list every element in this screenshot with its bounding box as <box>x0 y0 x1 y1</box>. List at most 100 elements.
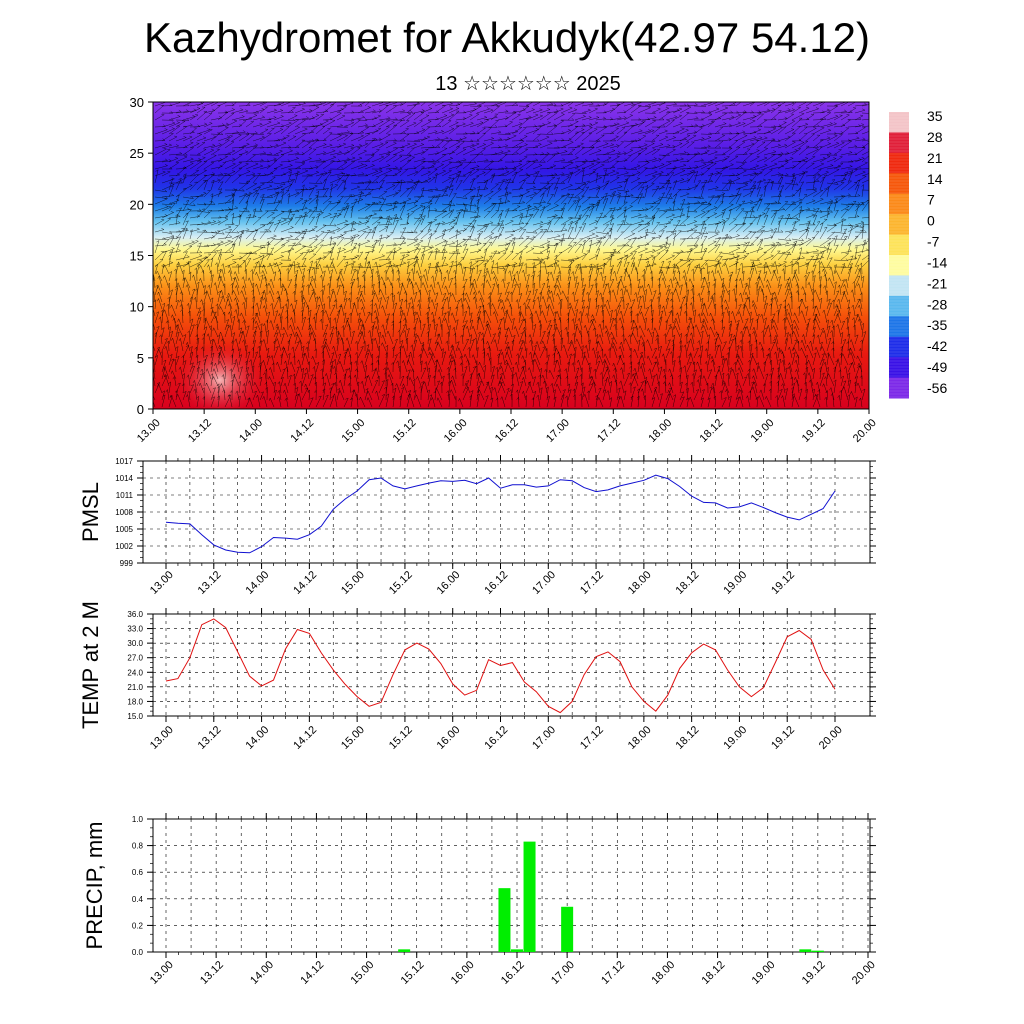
colorbar-swatch <box>889 275 909 297</box>
colorbar-label: 7 <box>927 192 935 208</box>
y-axis-title: TEMP at 2 M <box>78 601 103 729</box>
y-tick-label: 0.8 <box>132 842 144 851</box>
y-axis-title: PRECIP, mm <box>82 822 107 950</box>
y-tick-label: 24.0 <box>127 668 143 677</box>
heatmap-y-tick-label: 10 <box>130 300 144 315</box>
precip-bar <box>398 949 411 952</box>
heatmap-x-tick-label: 15.12 <box>391 417 419 445</box>
x-tick-label: 20.00 <box>850 959 878 987</box>
x-tick-label: 18.12 <box>674 569 702 597</box>
x-tick-label: 18.12 <box>674 724 702 752</box>
colorbar-swatch <box>889 316 909 338</box>
colorbar-swatch <box>889 336 909 358</box>
heatmap-y-tick-label: 25 <box>130 146 144 161</box>
colorbar-swatch <box>889 255 909 276</box>
heatmap-y-tick-label: 5 <box>137 351 144 366</box>
x-tick-label: 17.00 <box>549 959 577 987</box>
y-tick-label: 15.0 <box>127 712 143 721</box>
y-tick-label: 999 <box>120 559 134 568</box>
plot-frame <box>152 613 871 717</box>
colorbar: 35 28 21 14 7 0 -7 -14 -21 -28 -35 -42 -49 -56 <box>889 108 947 399</box>
x-tick-label: 19.00 <box>721 569 749 597</box>
colorbar-label: -7 <box>927 234 940 250</box>
heatmap-x-tick-label: 17.12 <box>595 417 623 445</box>
heatmap-y-tick-label: 15 <box>130 249 144 264</box>
x-tick-label: 16.00 <box>449 959 477 987</box>
colorbar-label: 14 <box>927 171 943 187</box>
colorbar-swatch <box>889 357 909 379</box>
x-tick-label: 14.00 <box>243 569 271 597</box>
x-tick-label: 15.00 <box>348 959 376 987</box>
y-tick-label: 1.0 <box>132 815 144 824</box>
colorbar-swatch <box>889 193 909 215</box>
y-tick-label: 1008 <box>115 508 133 517</box>
y-tick-label: 33.0 <box>127 625 143 634</box>
temp-chart: 36.0 33.0 30.0 27.0 24.0 21.0 18.0 15.0 13.00 13.… <box>78 601 876 752</box>
x-tick-label: 20.00 <box>817 724 845 752</box>
colorbar-swatch <box>889 173 909 195</box>
heatmap-x-tick-label: 15.00 <box>339 417 367 445</box>
colorbar-label: -21 <box>927 275 947 291</box>
x-tick-label: 15.12 <box>387 569 415 597</box>
wind-barbs <box>153 102 869 408</box>
y-tick-label: 36.0 <box>127 610 143 619</box>
heatmap-x-tick-label: 13.12 <box>186 417 214 445</box>
precip-bar <box>523 841 536 952</box>
colorbar-swatch <box>889 112 909 133</box>
precip-bar <box>799 949 812 952</box>
x-tick-label: 16.12 <box>482 724 510 752</box>
colorbar-swatch <box>889 132 909 154</box>
y-tick-label: 0.0 <box>132 948 144 957</box>
x-tick-label: 13.12 <box>196 724 224 752</box>
y-tick-label: 18.0 <box>127 697 143 706</box>
colorbar-swatch <box>889 234 909 256</box>
y-tick-label: 30.0 <box>127 639 143 648</box>
colorbar-swatch <box>889 377 909 399</box>
y-tick-label: 1014 <box>115 474 133 483</box>
y-tick-label: 27.0 <box>127 654 143 663</box>
y-tick-label: 0.6 <box>132 868 144 877</box>
x-tick-label: 18.00 <box>649 959 677 987</box>
heatmap-x-tick-label: 14.12 <box>288 417 316 445</box>
heatmap-y-tick-label: 0 <box>137 402 144 417</box>
x-tick-label: 13.12 <box>198 959 226 987</box>
x-tick-label: 15.12 <box>399 959 427 987</box>
precip-bar <box>498 888 511 952</box>
x-tick-label: 19.00 <box>750 959 778 987</box>
precip-bar <box>561 906 574 952</box>
heatmap-x-tick-label: 14.00 <box>237 417 265 445</box>
y-tick-label: 1017 <box>115 457 133 466</box>
x-tick-label: 15.00 <box>339 569 367 597</box>
temp-series-line <box>165 618 836 714</box>
heatmap-y-axis: 0 5 10 15 20 25 30 <box>130 95 153 417</box>
colorbar-swatch <box>889 295 909 317</box>
x-tick-label: 16.12 <box>482 569 510 597</box>
heatmap-y-tick-label: 20 <box>130 197 144 212</box>
page-title: Kazhydromet for Akkudyk(42.97 54.12) <box>143 14 871 61</box>
y-axis-title: PMSL <box>78 482 103 542</box>
x-tick-label: 17.00 <box>530 569 558 597</box>
y-tick-label: 1005 <box>115 525 133 534</box>
colorbar-swatch <box>889 152 909 174</box>
x-tick-label: 14.12 <box>291 569 319 597</box>
heatmap-x-tick-label: 18.12 <box>697 417 725 445</box>
x-tick-label: 13.12 <box>196 569 224 597</box>
colorbar-swatch <box>889 214 909 236</box>
x-tick-label: 18.00 <box>626 569 654 597</box>
x-tick-label: 19.12 <box>800 959 828 987</box>
x-tick-label: 15.12 <box>387 724 415 752</box>
colorbar-label: -42 <box>927 338 947 354</box>
colorbar-label: 28 <box>927 129 943 145</box>
heatmap-x-tick-label: 20.00 <box>851 417 879 445</box>
x-tick-label: 13.00 <box>148 724 176 752</box>
precip-chart: 1.0 0.8 0.6 0.4 0.2 0.0 13.00 13.12 14.00 14.12 15… <box>82 813 878 987</box>
x-tick-label: 14.12 <box>291 724 319 752</box>
x-tick-label: 18.00 <box>626 724 654 752</box>
x-tick-label: 18.12 <box>699 959 727 987</box>
heatmap-x-tick-label: 13.00 <box>135 417 163 445</box>
precip-bar <box>511 949 523 952</box>
heatmap-x-tick-label: 19.12 <box>800 417 828 445</box>
colorbar-label: 35 <box>927 108 943 124</box>
x-tick-label: 17.12 <box>578 569 606 597</box>
